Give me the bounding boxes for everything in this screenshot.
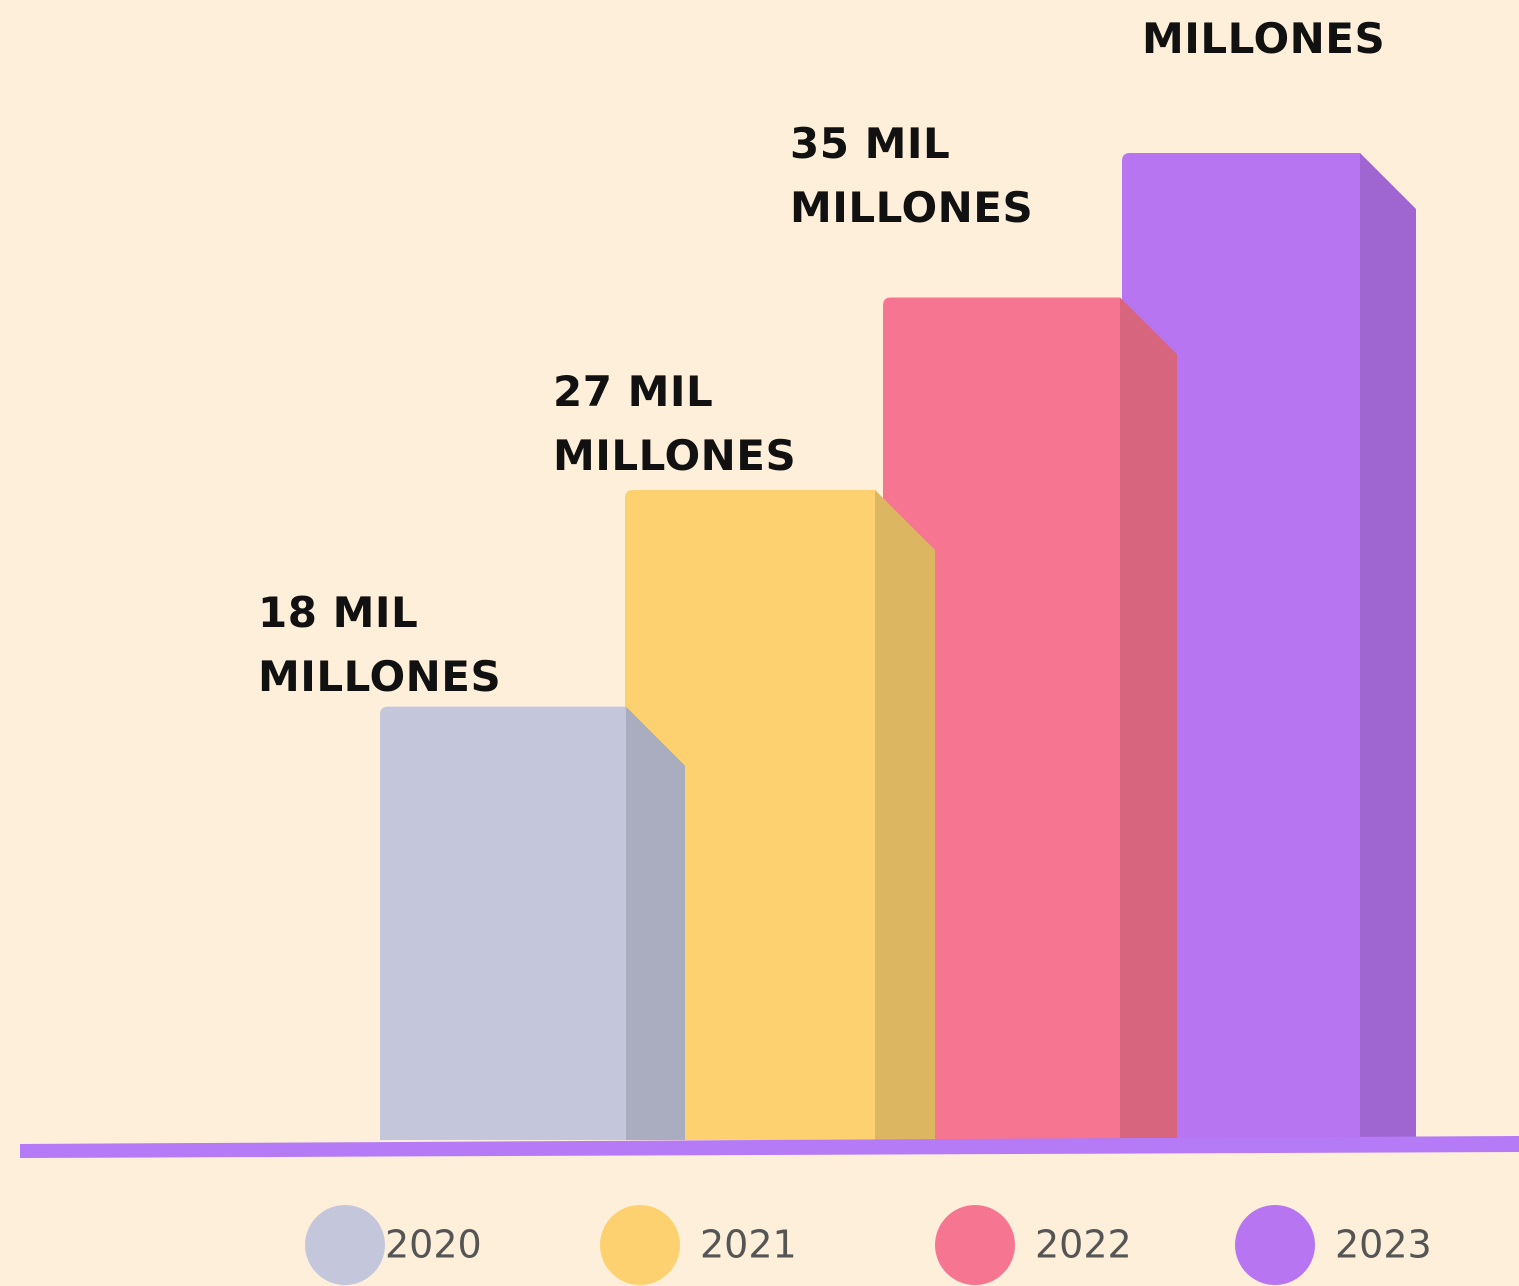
bar-front — [380, 706, 626, 1140]
bar-side — [1120, 297, 1177, 1140]
value-label: 41 MIL MILLONES — [1142, 14, 1386, 63]
bar-side-shade — [1360, 153, 1416, 1140]
bar-front — [625, 490, 875, 1140]
bar-side-shade — [626, 706, 685, 1140]
value-label: 27 MIL MILLONES — [553, 367, 797, 481]
bar-side — [626, 706, 685, 1140]
bar-side-shade — [1120, 297, 1177, 1140]
baseline — [20, 1136, 1519, 1158]
value-label: 35 MIL MILLONES — [790, 119, 1034, 233]
legend-label: 2020 — [385, 1223, 482, 1267]
bar-side-shade — [875, 490, 935, 1140]
legend-swatch — [600, 1205, 680, 1285]
bar-front — [883, 297, 1120, 1140]
bar-side — [875, 490, 935, 1140]
legend-label: 2023 — [1335, 1223, 1432, 1267]
legend-swatch — [935, 1205, 1015, 1285]
bar-front — [1122, 153, 1360, 1140]
bar-side — [1360, 153, 1416, 1140]
legend-label: 2022 — [1035, 1223, 1132, 1267]
legend-swatch — [305, 1205, 385, 1285]
legend-swatch — [1235, 1205, 1315, 1285]
value-label: 18 MIL MILLONES — [258, 587, 502, 701]
legend-label: 2021 — [700, 1223, 797, 1267]
